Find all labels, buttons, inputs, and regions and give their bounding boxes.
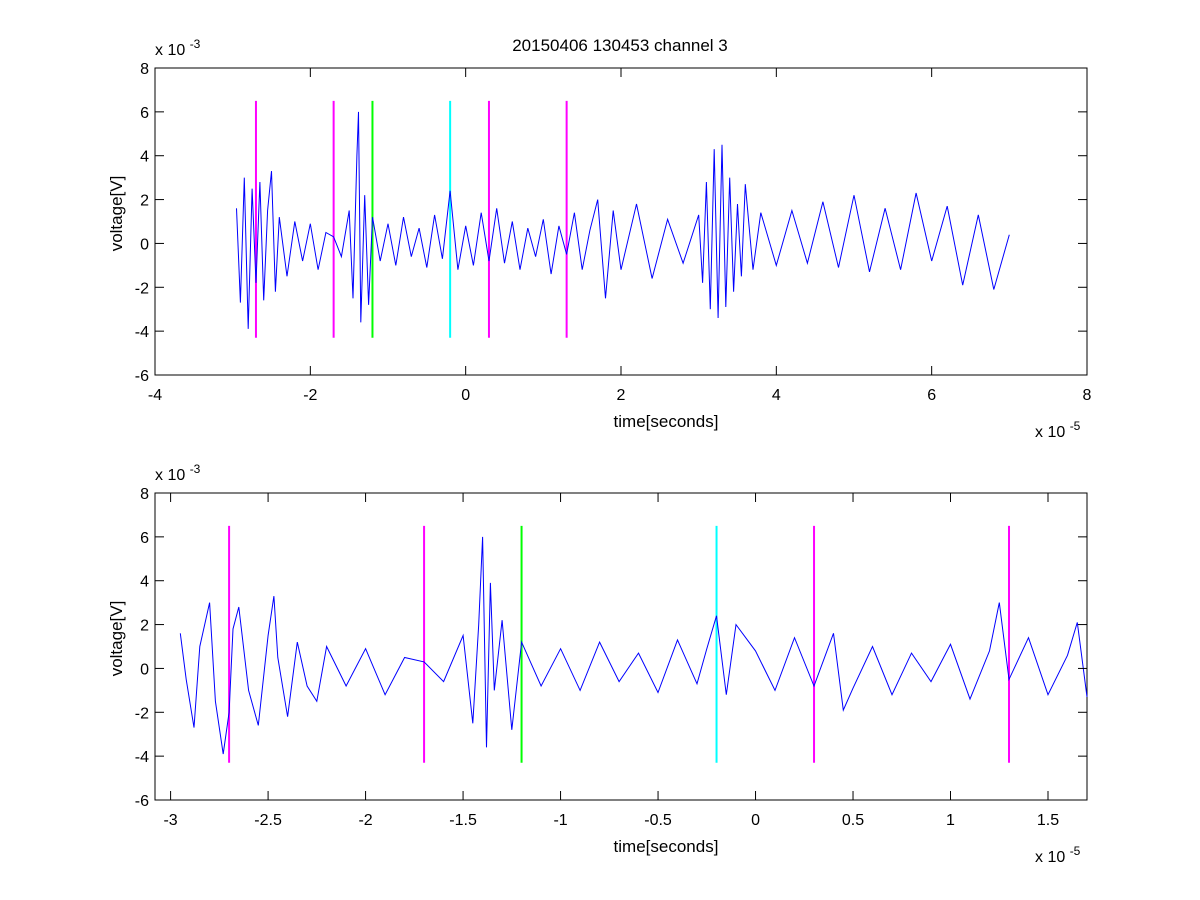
y-tick-label: -4 [135, 324, 149, 341]
x-axis-label: time[seconds] [614, 837, 719, 856]
x-tick-label: 1.5 [1037, 812, 1059, 829]
y-tick-label: -2 [135, 705, 149, 722]
y-exponent-power: -3 [190, 37, 201, 51]
x-tick-label: 0 [751, 812, 760, 829]
x-tick-label: 4 [772, 387, 781, 404]
x-tick-label: -3 [163, 812, 177, 829]
y-tick-label: -6 [135, 793, 149, 810]
bottom-chart: -3 -2.5 -2 -1.5 -1 -0.5 0 0.5 1 1.5 -6 -4 -2 0 2 4 6 8 tim… [107, 462, 1088, 866]
y-tick-label: 6 [140, 530, 149, 547]
y-exponent-power: -3 [190, 462, 201, 476]
y-tick-label: -4 [135, 749, 149, 766]
x-exponent-power: -5 [1070, 419, 1081, 433]
x-tick-label: 2 [617, 387, 626, 404]
x-axis-label: time[seconds] [614, 412, 719, 431]
y-tick-label: 0 [140, 661, 149, 678]
x-tick-label: -4 [148, 387, 162, 404]
figure-title: 20150406 130453 channel 3 [512, 36, 728, 55]
x-tick-label: -2 [358, 812, 372, 829]
x-tick-label: 6 [927, 387, 936, 404]
y-exponent-label: x 10 -3 [155, 37, 201, 59]
y-tick-label: -6 [135, 368, 149, 385]
x-tick-label: -0.5 [644, 812, 672, 829]
y-tick-label: 6 [140, 105, 149, 122]
y-tick-label: 2 [140, 618, 149, 635]
signal-trace-0 [236, 111, 1010, 329]
x-tick-label: 8 [1083, 387, 1092, 404]
y-tick-label: -2 [135, 280, 149, 297]
y-tick-label: 8 [140, 486, 149, 503]
x-tick-label: -1 [553, 812, 567, 829]
x-tick-label: -2.5 [254, 812, 282, 829]
top-chart: -4 -2 0 2 4 6 8 -6 -4 -2 0 2 4 6 8 time[seconds] voltage… [107, 37, 1092, 441]
signal-trace-0 [179, 536, 1088, 755]
x-tick-label: 0.5 [842, 812, 864, 829]
y-tick-label: 4 [140, 149, 149, 166]
y-axis-label: voltage[V] [107, 601, 126, 677]
x-tick-label: -1.5 [449, 812, 477, 829]
x-tick-label: 1 [946, 812, 955, 829]
y-tick-label: 0 [140, 236, 149, 253]
y-tick-label: 2 [140, 193, 149, 210]
x-tick-label: 0 [461, 387, 470, 404]
plot-frame [154, 492, 1088, 801]
x-exponent-label: x 10 -5 [1035, 844, 1081, 866]
x-exponent-power: -5 [1070, 844, 1081, 858]
y-exponent-label: x 10 -3 [155, 462, 201, 484]
y-tick-label: 4 [140, 574, 149, 591]
y-tick-label: 8 [140, 61, 149, 78]
y-axis-label: voltage[V] [107, 176, 126, 252]
x-exponent-label: x 10 -5 [1035, 419, 1081, 441]
x-tick-label: -2 [303, 387, 317, 404]
